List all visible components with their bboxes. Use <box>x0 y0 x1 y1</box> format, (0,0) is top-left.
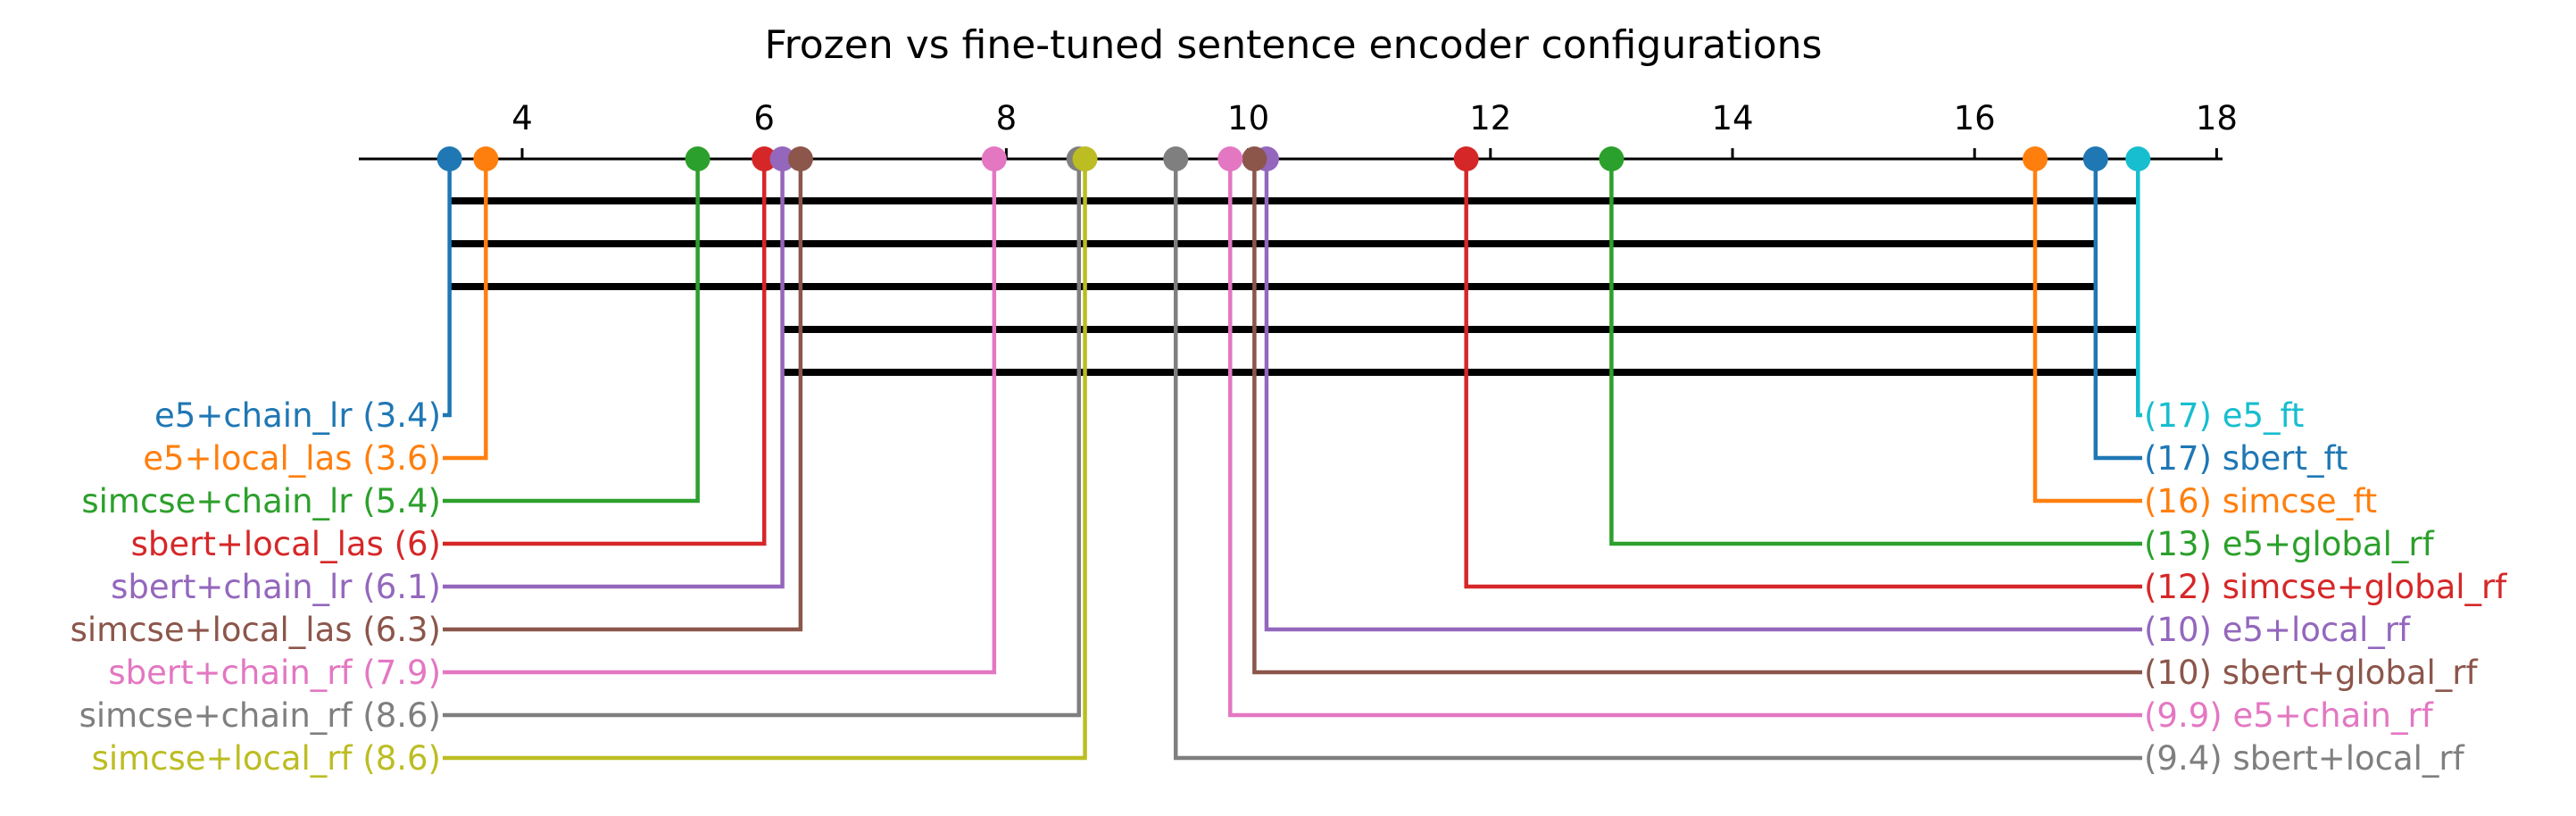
tick-label: 6 <box>753 99 775 137</box>
method-label-sbert+chain_rf: sbert+chain_rf (7.9) <box>108 654 441 692</box>
connector-e5+local_las <box>443 159 488 461</box>
tick-label: 16 <box>1954 99 1996 137</box>
method-label-simcse_ft: (16) simcse_ft <box>2144 482 2377 520</box>
method-label-sbert+chain_lr: sbert+chain_lr (6.1) <box>111 568 441 606</box>
rank-markers <box>436 146 2151 171</box>
method-label-e5+local_rf: (10) e5+local_rf <box>2144 611 2411 649</box>
connector-sbert_ft <box>2093 159 2142 461</box>
method-label-sbert+global_rf: (10) sbert+global_rf <box>2144 654 2479 692</box>
connector-sbert+local_rf <box>1173 159 2142 761</box>
marker-simcse_ft <box>2023 146 2048 171</box>
marker-e5_ft <box>2125 146 2151 171</box>
connector-simcse+local_las <box>443 159 803 632</box>
method-labels: e5+chain_lr (3.4) e5+local_las (3.6) simcs… <box>71 396 2508 778</box>
marker-e5+global_rf <box>1599 146 1625 171</box>
marker-sbert_ft <box>2082 146 2108 171</box>
connector-simcse+local_rf <box>443 159 1087 761</box>
method-label-simcse+chain_rf: simcse+chain_rf (8.6) <box>79 696 441 735</box>
method-label-e5+chain_lr: e5+chain_lr (3.4) <box>154 396 441 435</box>
connector-sbert+global_rf <box>1252 159 2142 675</box>
method-label-e5+chain_rf: (9.9) e5+chain_rf <box>2144 696 2434 735</box>
connector-e5+chain_rf <box>1228 159 2142 718</box>
connector-e5_ft <box>2136 159 2142 418</box>
marker-e5+chain_rf <box>1217 146 1243 171</box>
clique-bars <box>449 197 2139 376</box>
connector-e5+global_rf <box>1609 159 2142 546</box>
method-label-simcse+global_rf: (12) simcse+global_rf <box>2144 568 2507 606</box>
method-label-e5+global_rf: (13) e5+global_rf <box>2144 525 2435 563</box>
marker-sbert+local_rf <box>1163 146 1189 171</box>
marker-sbert+local_las <box>752 146 777 171</box>
marker-sbert+chain_rf <box>981 146 1007 171</box>
rank-axis: 4 6 8 10 12 14 16 18 <box>359 99 2238 161</box>
method-label-simcse+local_las: simcse+local_las (6.3) <box>71 611 441 649</box>
method-label-e5_ft: (17) e5_ft <box>2144 396 2304 435</box>
connector-sbert+local_las <box>443 159 767 546</box>
marker-simcse+chain_lr <box>685 146 710 171</box>
connector-e5+chain_lr <box>443 159 452 418</box>
connector-e5+local_rf <box>1264 159 2142 632</box>
tick-label: 14 <box>1711 99 1753 137</box>
method-label-simcse+local_rf: simcse+local_rf (8.6) <box>92 739 441 778</box>
connector-simcse+global_rf <box>1464 159 2142 589</box>
tick-label: 18 <box>2196 99 2238 137</box>
connector-simcse_ft <box>2032 159 2142 504</box>
marker-simcse+local_rf <box>1072 146 1098 171</box>
method-label-simcse+chain_lr: simcse+chain_lr (5.4) <box>81 482 441 520</box>
connector-simcse+chain_lr <box>443 159 700 504</box>
chart-title: Frozen vs fine-tuned sentence encoder co… <box>765 22 1823 68</box>
method-label-sbert+local_las: sbert+local_las (6) <box>131 525 441 563</box>
connector-sbert+chain_rf <box>443 159 997 675</box>
method-label-sbert+local_rf: (9.4) sbert+local_rf <box>2144 739 2465 778</box>
tick-label: 4 <box>511 99 533 137</box>
method-connectors <box>443 159 2142 761</box>
marker-simcse+global_rf <box>1453 146 1479 171</box>
method-label-e5+local_las: e5+local_las (3.6) <box>143 439 441 478</box>
tick-label: 10 <box>1227 99 1269 137</box>
method-label-sbert_ft: (17) sbert_ft <box>2144 439 2347 478</box>
marker-e5+chain_lr <box>436 146 462 171</box>
marker-e5+local_las <box>473 146 499 171</box>
connector-simcse+chain_rf <box>443 159 1082 718</box>
tick-label: 8 <box>996 99 1018 137</box>
tick-label: 12 <box>1469 99 1511 137</box>
marker-sbert+global_rf <box>1242 146 1267 171</box>
marker-sbert+chain_lr <box>769 146 795 171</box>
marker-simcse+local_las <box>787 146 813 171</box>
connector-sbert+chain_lr <box>443 159 785 589</box>
